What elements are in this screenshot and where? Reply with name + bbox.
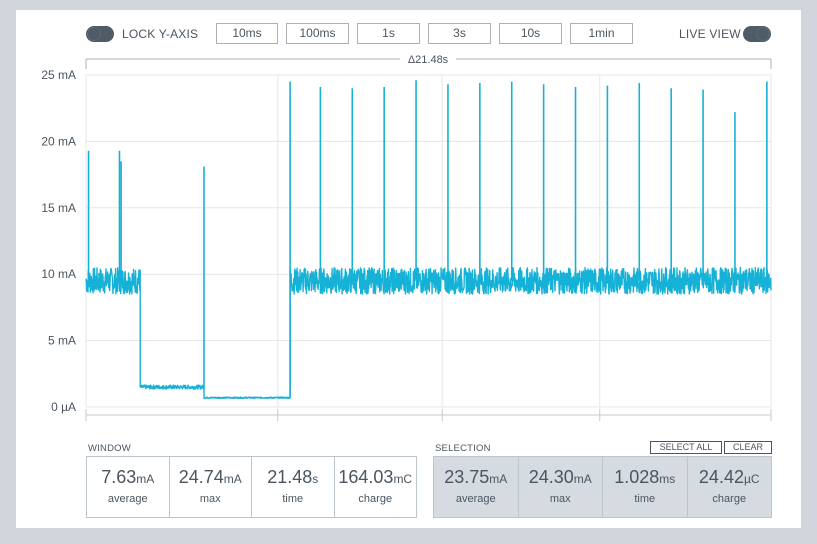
timebase-1min-button[interactable]: 1min [570,23,633,44]
y-axis: 25 mA 20 mA 15 mA 10 mA 5 mA 0 µA [41,68,76,414]
selection-time-cell: 1.028ms time [603,457,688,517]
window-section-label: WINDOW [88,443,131,454]
stat-unit: mA [223,472,242,486]
window-charge-cell: 164.03mC charge [335,457,417,517]
stat-value: 24.42 [698,467,744,487]
clear-button[interactable]: CLEAR [724,441,772,454]
y-tick-label: 25 mA [41,68,76,82]
timebase-10s-button[interactable]: 10s [499,23,562,44]
stat-unit: mC [393,472,413,486]
x-axis [85,409,772,421]
stat-unit: mA [573,472,592,486]
stat-label: max [549,493,571,505]
live-view-toggle[interactable] [743,26,771,42]
stat-label: time [282,493,304,505]
stat-label: max [199,493,221,505]
timebase-100ms-button[interactable]: 100ms [286,23,349,44]
y-tick-label: 0 µA [51,400,76,414]
lock-y-axis-label: LOCK Y-AXIS [122,27,199,41]
selection-max-cell: 24.30mA max [519,457,603,517]
stat-value: 21.48 [267,467,313,487]
window-time-cell: 21.48s time [252,457,335,517]
stat-value: 23.75 [444,467,490,487]
select-all-button[interactable]: SELECT ALL [650,441,722,454]
live-view-label: LIVE VIEW [679,27,741,41]
chart-grid [85,74,772,408]
stat-unit: mA [136,472,155,486]
stat-unit: µC [743,472,760,486]
y-tick-label: 20 mA [41,134,76,148]
current-chart[interactable]: Δ21.48s 25 mA 20 mA 15 mA 10 mA 5 mA 0 µA [16,50,801,430]
y-tick-label: 5 mA [48,334,76,348]
window-max-cell: 24.74mA max [170,457,252,517]
stat-label: average [107,493,148,505]
selection-charge-cell: 24.42µC charge [688,457,772,517]
stat-label: time [634,493,656,505]
selection-average-cell: 23.75mA average [434,457,519,517]
lock-y-axis-toggle[interactable] [86,26,114,42]
window-average-cell: 7.63mA average [87,457,170,517]
range-delta-label: Δ21.48s [408,54,449,66]
y-tick-label: 15 mA [41,201,76,215]
stat-value: 1.028 [614,467,660,487]
stat-unit: mA [489,472,508,486]
stat-value: 7.63 [101,467,137,487]
stat-label: average [455,493,496,505]
stat-unit: ms [659,472,676,486]
stat-unit: s [312,472,319,486]
timebase-3s-button[interactable]: 3s [428,23,491,44]
timebase-10ms-button[interactable]: 10ms [216,23,278,44]
selection-section-label: SELECTION [435,443,491,454]
current-trace [85,266,772,400]
stat-label: charge [358,493,393,505]
stat-value: 164.03 [338,467,394,487]
timebase-1s-button[interactable]: 1s [357,23,420,44]
y-tick-label: 10 mA [41,267,76,281]
stat-label: charge [712,493,747,505]
window-stats: 7.63mA average 24.74mA max 21.48s time 1… [86,456,417,518]
power-profiler-panel: LOCK Y-AXIS 10ms 100ms 1s 3s 10s 1min LI… [16,10,801,528]
stat-value: 24.74 [178,467,224,487]
trace-spikes [87,80,768,398]
selection-stats: 23.75mA average 24.30mA max 1.028ms time… [433,456,772,518]
stat-value: 24.30 [528,467,574,487]
range-indicator: Δ21.48s [85,54,772,69]
